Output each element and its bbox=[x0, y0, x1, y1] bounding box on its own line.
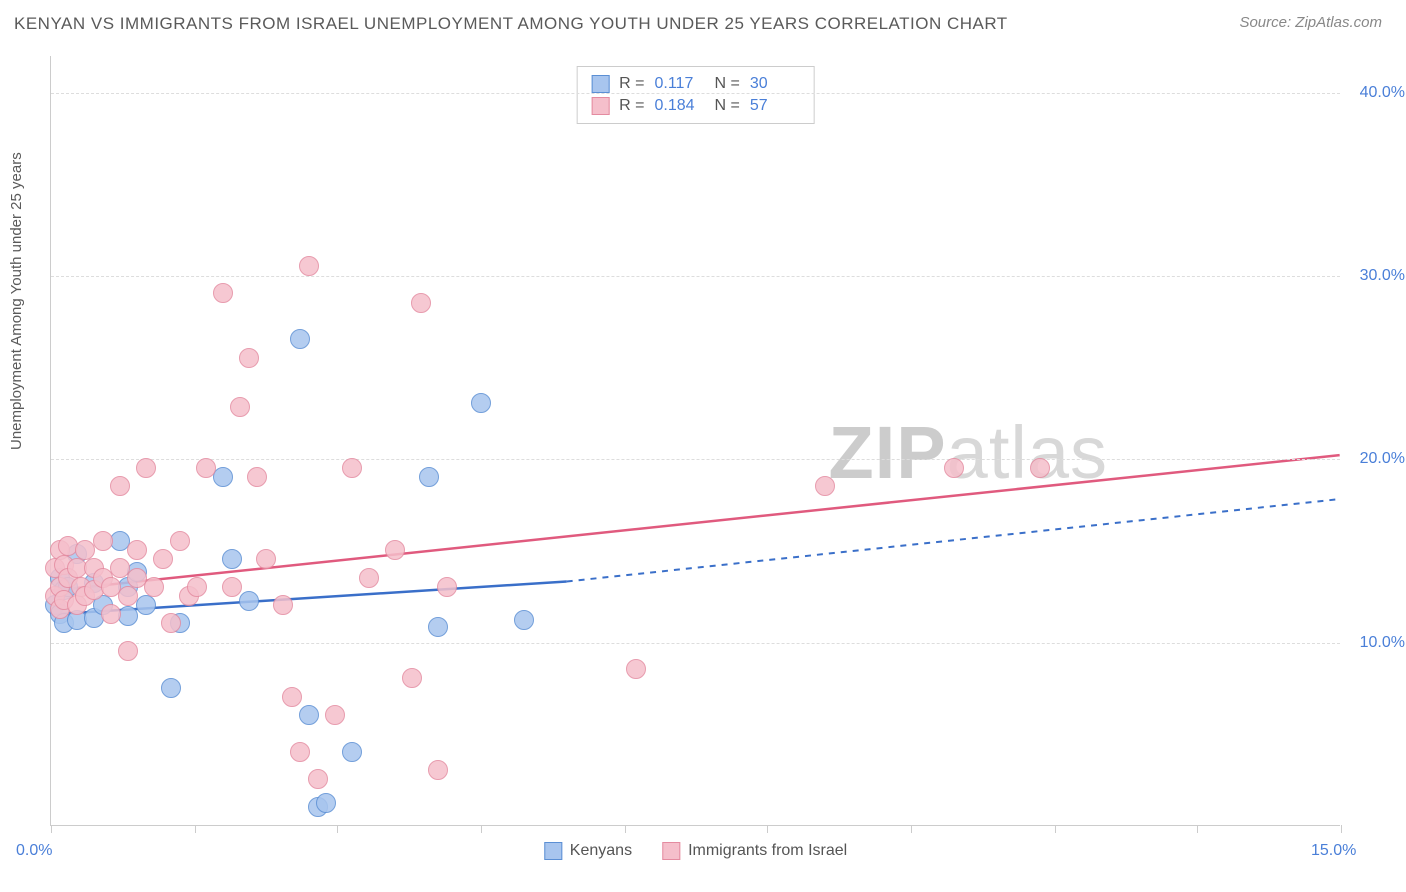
stat-r-label: R = bbox=[619, 75, 644, 93]
scatter-point bbox=[299, 256, 319, 276]
scatter-point bbox=[170, 531, 190, 551]
scatter-point bbox=[153, 549, 173, 569]
scatter-point bbox=[101, 604, 121, 624]
source-attribution: Source: ZipAtlas.com bbox=[1239, 14, 1382, 31]
x-tick bbox=[337, 825, 338, 833]
gridline-h bbox=[51, 276, 1340, 277]
bottom-legend-item: Immigrants from Israel bbox=[662, 842, 847, 860]
legend-swatch bbox=[591, 97, 609, 115]
scatter-point bbox=[256, 549, 276, 569]
scatter-point bbox=[437, 577, 457, 597]
scatter-point bbox=[273, 595, 293, 615]
scatter-point bbox=[161, 613, 181, 633]
scatter-point bbox=[325, 705, 345, 725]
x-tick-label: 15.0% bbox=[1311, 842, 1356, 860]
scatter-point bbox=[213, 467, 233, 487]
scatter-point bbox=[411, 293, 431, 313]
scatter-point bbox=[290, 742, 310, 762]
scatter-point bbox=[282, 687, 302, 707]
x-tick bbox=[767, 825, 768, 833]
scatter-point bbox=[239, 591, 259, 611]
legend-stats-row: R = 0.184 N = 57 bbox=[591, 95, 800, 117]
scatter-point bbox=[428, 760, 448, 780]
y-tick-label: 20.0% bbox=[1360, 450, 1405, 468]
x-tick bbox=[1197, 825, 1198, 833]
legend-series-name: Kenyans bbox=[570, 842, 632, 860]
scatter-point bbox=[118, 641, 138, 661]
scatter-point bbox=[127, 540, 147, 560]
gridline-h bbox=[51, 643, 1340, 644]
stat-n-label: N = bbox=[715, 75, 740, 93]
legend-stats-box: R = 0.117 N = 30 R = 0.184 N = 57 bbox=[576, 66, 815, 124]
bottom-legend-item: Kenyans bbox=[544, 842, 632, 860]
stat-r-value: 0.184 bbox=[655, 97, 705, 115]
scatter-point bbox=[118, 586, 138, 606]
x-tick bbox=[625, 825, 626, 833]
stat-r-value: 0.117 bbox=[655, 75, 705, 93]
scatter-point bbox=[359, 568, 379, 588]
y-tick-label: 10.0% bbox=[1360, 634, 1405, 652]
trend-lines-svg bbox=[51, 56, 1340, 825]
x-tick bbox=[911, 825, 912, 833]
scatter-point bbox=[187, 577, 207, 597]
legend-swatch bbox=[591, 75, 609, 93]
scatter-point bbox=[402, 668, 422, 688]
legend-swatch bbox=[662, 842, 680, 860]
x-tick-label: 0.0% bbox=[16, 842, 52, 860]
scatter-point bbox=[247, 467, 267, 487]
scatter-point bbox=[136, 458, 156, 478]
scatter-point bbox=[342, 458, 362, 478]
scatter-point bbox=[118, 606, 138, 626]
scatter-point bbox=[419, 467, 439, 487]
stat-n-label: N = bbox=[715, 97, 740, 115]
scatter-point bbox=[626, 659, 646, 679]
scatter-point bbox=[239, 348, 259, 368]
scatter-point bbox=[110, 476, 130, 496]
scatter-point bbox=[342, 742, 362, 762]
y-tick-label: 40.0% bbox=[1360, 84, 1405, 102]
stat-n-value: 57 bbox=[750, 97, 800, 115]
scatter-point bbox=[144, 577, 164, 597]
chart-title: KENYAN VS IMMIGRANTS FROM ISRAEL UNEMPLO… bbox=[14, 14, 1008, 34]
legend-series-name: Immigrants from Israel bbox=[688, 842, 847, 860]
x-tick bbox=[1341, 825, 1342, 833]
scatter-point bbox=[222, 577, 242, 597]
scatter-point bbox=[471, 393, 491, 413]
scatter-point bbox=[514, 610, 534, 630]
scatter-point bbox=[161, 678, 181, 698]
stat-r-label: R = bbox=[619, 97, 644, 115]
scatter-point bbox=[222, 549, 242, 569]
x-tick bbox=[1055, 825, 1056, 833]
scatter-point bbox=[196, 458, 216, 478]
x-tick bbox=[195, 825, 196, 833]
bottom-legend: Kenyans Immigrants from Israel bbox=[544, 842, 847, 860]
scatter-point bbox=[230, 397, 250, 417]
scatter-point bbox=[944, 458, 964, 478]
scatter-point bbox=[308, 769, 328, 789]
y-axis-label: Unemployment Among Youth under 25 years bbox=[8, 152, 25, 450]
scatter-point bbox=[213, 283, 233, 303]
x-tick bbox=[51, 825, 52, 833]
scatter-point bbox=[385, 540, 405, 560]
x-tick bbox=[481, 825, 482, 833]
scatter-point bbox=[815, 476, 835, 496]
chart-plot-area: ZIPatlas R =0.117N =30R =0.184N =57 Keny… bbox=[50, 56, 1340, 826]
scatter-point bbox=[136, 595, 156, 615]
scatter-point bbox=[428, 617, 448, 637]
scatter-point bbox=[93, 531, 113, 551]
scatter-point bbox=[316, 793, 336, 813]
scatter-point bbox=[299, 705, 319, 725]
stat-n-value: 30 bbox=[750, 75, 800, 93]
legend-swatch bbox=[544, 842, 562, 860]
scatter-point bbox=[1030, 458, 1050, 478]
gridline-h bbox=[51, 459, 1340, 460]
scatter-point bbox=[290, 329, 310, 349]
y-tick-label: 30.0% bbox=[1360, 267, 1405, 285]
gridline-h bbox=[51, 93, 1340, 94]
